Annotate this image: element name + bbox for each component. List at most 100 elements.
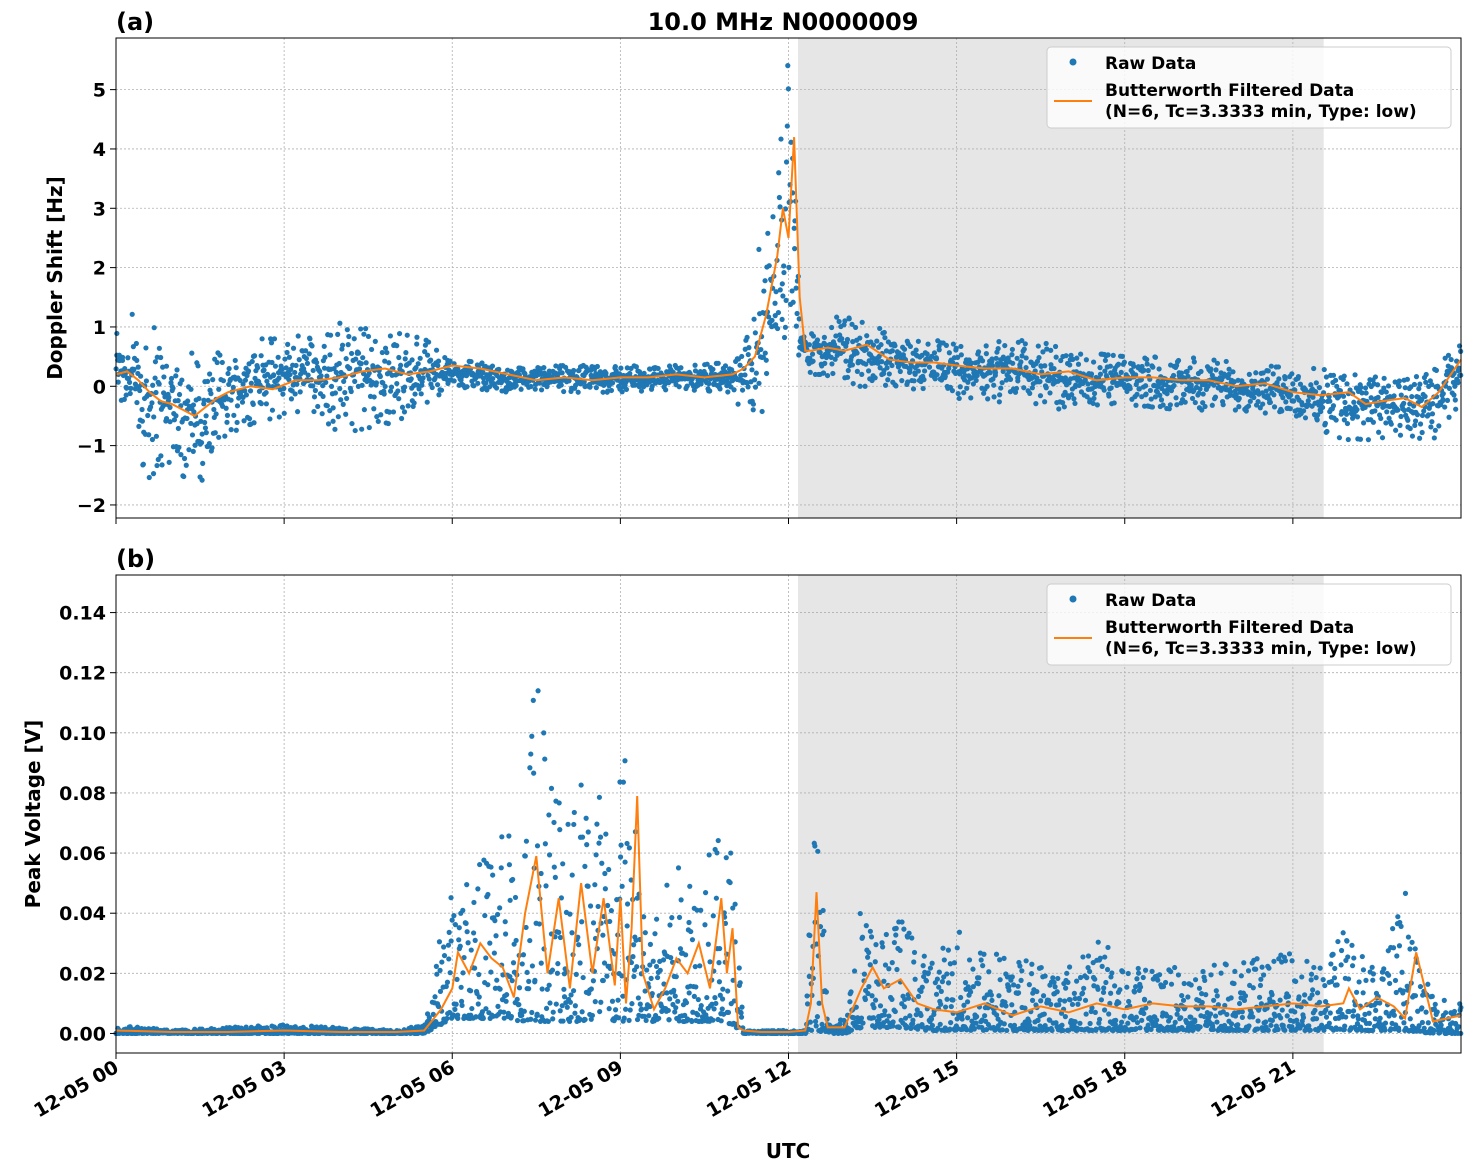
raw-data-point bbox=[261, 367, 267, 373]
raw-data-point bbox=[988, 992, 994, 998]
raw-data-point bbox=[1104, 966, 1111, 973]
raw-data-point bbox=[1108, 385, 1114, 391]
raw-data-point bbox=[1241, 960, 1247, 966]
raw-data-point bbox=[1293, 978, 1299, 985]
raw-data-point bbox=[789, 288, 795, 294]
raw-data-point bbox=[725, 389, 731, 395]
raw-data-point bbox=[769, 317, 775, 323]
raw-data-point bbox=[1309, 992, 1315, 998]
raw-data-point bbox=[1141, 997, 1148, 1003]
raw-data-point bbox=[1236, 404, 1242, 410]
raw-data-point bbox=[549, 967, 556, 973]
raw-data-point bbox=[152, 375, 158, 381]
raw-data-point bbox=[813, 1023, 819, 1029]
raw-data-point bbox=[1023, 355, 1029, 361]
raw-data-point bbox=[1168, 968, 1174, 975]
raw-data-point bbox=[1035, 1017, 1041, 1024]
raw-data-point bbox=[1075, 1001, 1081, 1007]
raw-data-point bbox=[1395, 407, 1401, 413]
raw-data-point bbox=[634, 964, 640, 970]
raw-data-point bbox=[1160, 402, 1166, 408]
raw-data-point bbox=[719, 1006, 725, 1012]
raw-data-point bbox=[909, 935, 915, 941]
raw-data-point bbox=[491, 950, 497, 956]
raw-data-point bbox=[492, 918, 498, 924]
raw-data-point bbox=[1196, 390, 1202, 396]
raw-data-point bbox=[1038, 964, 1044, 971]
raw-data-point bbox=[159, 462, 165, 468]
raw-data-point bbox=[704, 361, 710, 367]
raw-data-point bbox=[1055, 975, 1061, 982]
raw-data-point bbox=[1075, 361, 1082, 367]
raw-data-point bbox=[790, 299, 796, 305]
raw-data-point bbox=[594, 821, 600, 827]
raw-data-point bbox=[1041, 1011, 1047, 1017]
raw-data-point bbox=[1208, 972, 1214, 978]
raw-data-point bbox=[371, 394, 377, 400]
raw-data-point bbox=[234, 419, 240, 426]
raw-data-point bbox=[893, 932, 899, 938]
raw-data-point bbox=[195, 363, 201, 369]
raw-data-point bbox=[594, 363, 600, 370]
raw-data-point bbox=[1042, 363, 1048, 369]
raw-data-point bbox=[1417, 421, 1424, 427]
raw-data-point bbox=[718, 1018, 724, 1024]
raw-data-point bbox=[1043, 385, 1049, 391]
raw-data-point bbox=[1436, 423, 1442, 429]
raw-data-point bbox=[893, 925, 899, 931]
raw-data-point bbox=[245, 368, 252, 374]
raw-data-point bbox=[577, 960, 583, 966]
raw-data-point bbox=[1196, 985, 1203, 991]
raw-data-point bbox=[332, 426, 338, 432]
raw-data-point bbox=[1287, 406, 1293, 412]
raw-data-point bbox=[1072, 1019, 1078, 1025]
raw-data-point bbox=[982, 1013, 988, 1019]
raw-data-point bbox=[190, 402, 197, 408]
raw-data-point bbox=[541, 730, 547, 736]
raw-data-point bbox=[738, 1014, 745, 1020]
raw-data-point bbox=[477, 861, 483, 868]
raw-data-point bbox=[398, 362, 404, 368]
raw-data-point bbox=[619, 883, 625, 889]
raw-data-point bbox=[327, 352, 333, 358]
raw-data-point bbox=[1095, 939, 1101, 945]
raw-data-point bbox=[339, 346, 345, 352]
raw-data-point bbox=[325, 421, 332, 427]
raw-data-point bbox=[1009, 346, 1015, 353]
raw-data-point bbox=[675, 865, 682, 871]
raw-data-point bbox=[1268, 1022, 1274, 1028]
raw-data-point bbox=[648, 975, 654, 981]
raw-data-point bbox=[715, 360, 721, 366]
raw-data-point bbox=[861, 971, 868, 977]
raw-data-point bbox=[913, 347, 919, 353]
raw-data-point bbox=[1405, 417, 1411, 423]
raw-data-point bbox=[923, 978, 930, 984]
raw-data-point bbox=[347, 365, 353, 371]
raw-data-point bbox=[1412, 418, 1419, 424]
raw-data-point bbox=[163, 415, 170, 422]
raw-data-point bbox=[667, 922, 673, 928]
raw-data-point bbox=[356, 366, 363, 372]
raw-data-point bbox=[756, 246, 762, 253]
raw-data-point bbox=[1252, 378, 1258, 384]
raw-data-point bbox=[794, 310, 800, 317]
raw-data-point bbox=[115, 379, 121, 385]
raw-data-point bbox=[306, 351, 312, 357]
raw-data-point bbox=[666, 1017, 672, 1023]
raw-data-point bbox=[882, 335, 888, 341]
raw-data-point bbox=[471, 383, 477, 389]
raw-data-point bbox=[973, 377, 979, 383]
raw-data-point bbox=[1048, 362, 1054, 368]
raw-data-point bbox=[1245, 968, 1252, 974]
raw-data-point bbox=[865, 954, 871, 960]
raw-data-point bbox=[687, 883, 693, 889]
raw-data-point bbox=[732, 901, 738, 907]
raw-data-point bbox=[698, 381, 704, 387]
raw-data-point bbox=[200, 460, 206, 466]
raw-data-point bbox=[596, 840, 602, 846]
raw-data-point bbox=[403, 350, 409, 356]
raw-data-point bbox=[192, 442, 198, 448]
raw-data-point bbox=[1155, 977, 1161, 983]
y-tick-label: −2 bbox=[77, 495, 106, 517]
raw-data-point bbox=[966, 957, 973, 963]
